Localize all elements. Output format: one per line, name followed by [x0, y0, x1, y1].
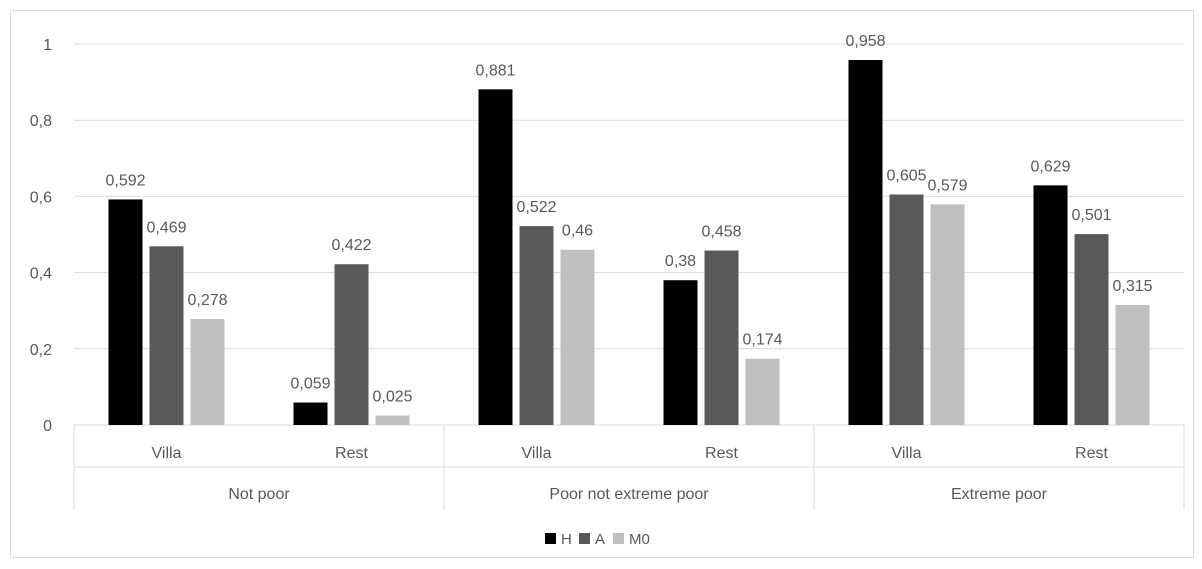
data-label: 0,629	[1030, 158, 1070, 175]
bar-m0	[1115, 304, 1150, 425]
data-label: 0,458	[701, 224, 741, 241]
x-tick-label: Villa	[152, 445, 182, 462]
bar-h	[663, 280, 698, 425]
group-label: Extreme poor	[951, 486, 1048, 503]
bar-m0	[190, 319, 225, 425]
data-label: 0,469	[146, 219, 186, 236]
bar-h	[108, 199, 143, 425]
data-label: 0,605	[886, 167, 926, 184]
data-label: 0,38	[665, 253, 696, 270]
x-tick-label: Villa	[522, 445, 552, 462]
legend-swatch-a	[579, 533, 590, 544]
y-tick-label: 0,4	[30, 266, 52, 283]
legend-swatch-m0	[613, 533, 624, 544]
data-label: 0,881	[475, 62, 515, 79]
bar-h	[848, 60, 883, 425]
y-tick-label: 0,6	[30, 189, 52, 206]
data-label: 0,422	[331, 237, 371, 254]
bar-h	[1033, 185, 1068, 425]
y-tick-label: 0,2	[30, 342, 52, 359]
data-label: 0,174	[742, 332, 782, 349]
bar-m0	[930, 204, 965, 425]
legend-label: H	[561, 531, 572, 548]
data-label: 0,501	[1071, 207, 1111, 224]
data-label: 0,059	[290, 376, 330, 393]
bar-a	[704, 250, 739, 425]
data-label: 0,46	[562, 223, 593, 240]
x-tick-label: Rest	[705, 445, 738, 462]
bar-a	[1074, 234, 1109, 425]
bar-m0	[745, 358, 780, 425]
data-label: 0,579	[927, 177, 967, 194]
x-tick-label: Rest	[335, 445, 368, 462]
data-label: 0,278	[187, 292, 227, 309]
data-label: 0,315	[1112, 278, 1152, 295]
y-tick-label: 0	[43, 418, 52, 435]
data-label: 0,592	[105, 172, 145, 189]
bar-m0	[375, 415, 410, 425]
bar-a	[149, 246, 184, 425]
legend-label: A	[595, 531, 605, 548]
bar-m0	[560, 249, 595, 425]
bar-a	[519, 226, 554, 425]
group-label: Not poor	[228, 486, 290, 503]
y-tick-label: 1	[43, 37, 52, 54]
data-label: 0,025	[372, 388, 412, 405]
data-label: 0,958	[845, 33, 885, 50]
bar-a	[334, 264, 369, 425]
x-tick-label: Rest	[1075, 445, 1108, 462]
x-tick-label: Villa	[892, 445, 922, 462]
group-label: Poor not extreme poor	[549, 486, 709, 503]
legend-swatch-h	[545, 533, 556, 544]
y-tick-label: 0,8	[30, 113, 52, 130]
legend-label: M0	[629, 531, 650, 548]
data-label: 0,522	[516, 199, 556, 216]
bar-h	[293, 402, 328, 425]
bar-h	[478, 89, 513, 426]
bar-a	[889, 194, 924, 425]
